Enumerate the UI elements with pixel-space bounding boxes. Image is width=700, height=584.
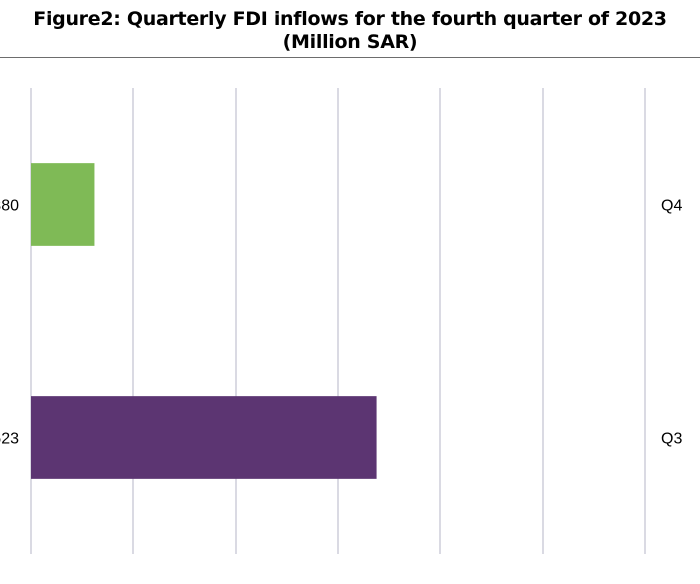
title-divider bbox=[0, 57, 700, 58]
chart-title-line2: (Million SAR) bbox=[282, 31, 418, 53]
bars bbox=[31, 163, 377, 479]
category-label-q4: Q4 bbox=[661, 198, 682, 215]
chart-title: Figure2: Quarterly FDI inflows for the f… bbox=[0, 8, 700, 54]
bar-q3 bbox=[31, 396, 377, 479]
value-label-q3: 16,623 bbox=[0, 431, 19, 448]
chart-title-line1: Figure2: Quarterly FDI inflows for the f… bbox=[33, 8, 667, 30]
value-label-q4: 19,380 bbox=[0, 198, 19, 215]
bar-q4 bbox=[31, 163, 95, 246]
gridlines bbox=[30, 88, 646, 554]
category-label-q3: Q3 bbox=[661, 431, 682, 448]
labels: 19,380 Q4 16,623 Q3 bbox=[0, 198, 682, 448]
